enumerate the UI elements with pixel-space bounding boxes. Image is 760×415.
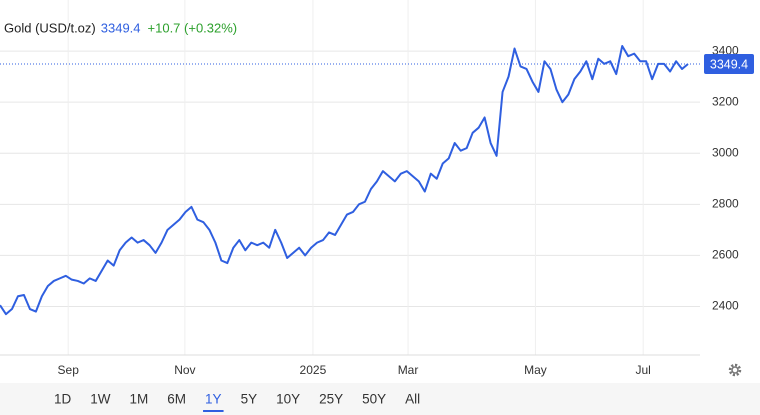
change: +10.7 (+0.32%) <box>148 20 238 35</box>
last-price-tag <box>704 54 754 75</box>
range-button[interactable]: All <box>405 392 420 407</box>
x-tick-label: Mar <box>398 363 419 377</box>
y-tick-label: 3200 <box>712 94 739 108</box>
y-tick-label: 3000 <box>712 145 739 159</box>
range-button[interactable]: 5Y <box>241 392 258 407</box>
x-tick-label: Sep <box>58 363 80 377</box>
x-tick-label: Jul <box>635 363 650 377</box>
range-bar <box>0 383 760 415</box>
settings-icon[interactable] <box>728 363 742 377</box>
y-tick-label: 2400 <box>712 299 739 313</box>
range-button[interactable]: 1D <box>54 392 72 407</box>
range-button[interactable]: 1Y <box>205 392 222 407</box>
title: Gold (USD/t.oz) <box>4 20 96 35</box>
range-button[interactable]: 10Y <box>276 392 300 407</box>
last-price-label: 3349.4 <box>710 57 748 71</box>
x-tick-label: 2025 <box>300 363 327 377</box>
range-button[interactable]: 25Y <box>319 392 343 407</box>
y-tick-label: 2800 <box>712 196 739 210</box>
range-button[interactable]: 6M <box>167 392 186 407</box>
range-button[interactable]: 1M <box>130 392 149 407</box>
price: 3349.4 <box>101 20 141 35</box>
range-button[interactable]: 50Y <box>362 392 386 407</box>
x-tick-label: Nov <box>174 363 195 377</box>
y-tick-label: 2600 <box>712 248 739 262</box>
x-tick-label: May <box>524 363 547 377</box>
price-line <box>0 44 689 316</box>
y-tick-label: 3400 <box>712 43 739 57</box>
range-button[interactable]: 1W <box>90 392 111 407</box>
